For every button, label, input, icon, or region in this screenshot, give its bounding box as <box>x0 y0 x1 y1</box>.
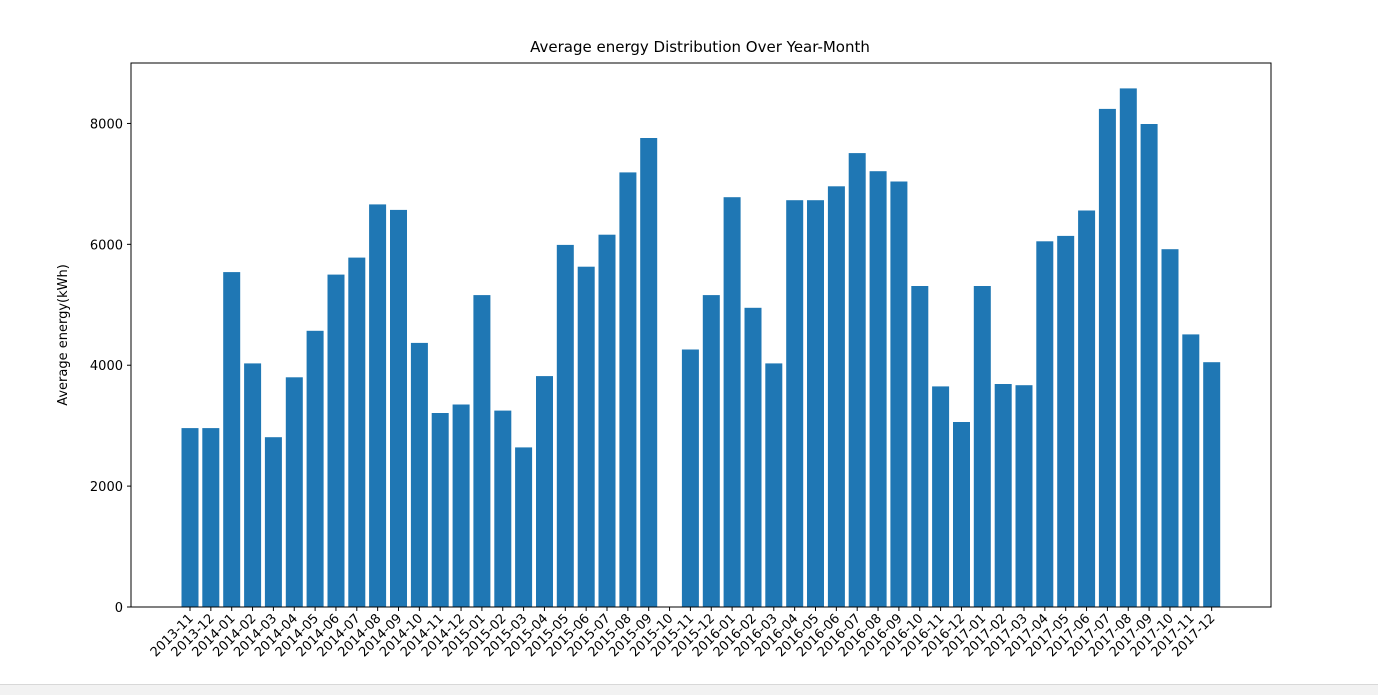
bar-2017-11 <box>1182 334 1200 607</box>
bar-2016-03 <box>765 363 783 607</box>
bar-2014-05 <box>306 330 324 607</box>
bar-2016-06 <box>827 186 845 608</box>
bar-2017-12 <box>1203 362 1221 607</box>
bar-2017-06 <box>1078 210 1096 607</box>
bar-2014-08 <box>369 204 387 607</box>
y-axis-label: Average energy(kWh) <box>56 264 71 406</box>
bar-2016-10 <box>911 286 929 607</box>
y-tick-label: 0 <box>115 601 123 616</box>
bar-2017-07 <box>1098 108 1116 608</box>
bar-2014-12 <box>452 404 470 607</box>
bar-2014-04 <box>285 377 303 607</box>
bar-2017-08 <box>1119 88 1137 607</box>
bar-2014-10 <box>410 342 428 607</box>
bar-2017-09 <box>1140 124 1158 607</box>
bar-2016-02 <box>744 307 762 607</box>
bar-2015-06 <box>577 266 595 607</box>
x-axis-ticks: 2013-112013-122014-012014-022014-032014-… <box>148 607 1218 660</box>
y-axis-ticks: 0 2000 4000 6000 8000 <box>90 117 131 616</box>
bar-2015-02 <box>494 410 512 607</box>
bar-2015-07 <box>598 234 616 607</box>
y-tick-label: 2000 <box>90 480 123 495</box>
bar-2017-01 <box>973 286 991 607</box>
bar-2013-12 <box>202 428 220 607</box>
bar-2014-09 <box>390 209 407 607</box>
bar-2015-12 <box>702 295 720 607</box>
bar-2016-05 <box>807 200 824 607</box>
bar-2015-05 <box>556 244 574 607</box>
bars-group <box>181 88 1221 608</box>
bar-2016-11 <box>932 386 950 607</box>
bar-2017-03 <box>1015 385 1033 607</box>
bar-2014-11 <box>431 413 449 607</box>
bar-2014-03 <box>264 437 282 607</box>
bar-2017-02 <box>994 384 1012 607</box>
bar-2015-09 <box>640 138 658 607</box>
bar-2015-01 <box>473 295 491 607</box>
window-bottom-edge <box>0 684 1378 695</box>
bar-2015-04 <box>536 376 553 607</box>
bar-2014-07 <box>348 257 366 607</box>
bar-2015-03 <box>515 447 533 607</box>
bar-2017-10 <box>1161 249 1179 607</box>
chart-title: Average energy Distribution Over Year-Mo… <box>530 38 870 56</box>
bar-2014-06 <box>327 274 345 607</box>
y-tick-label: 6000 <box>90 238 123 253</box>
bar-2017-05 <box>1057 235 1075 607</box>
bar-2016-12 <box>953 422 970 607</box>
bar-2014-02 <box>244 363 262 607</box>
bar-2017-04 <box>1036 241 1054 608</box>
bar-2016-04 <box>786 200 804 607</box>
bar-2013-11 <box>181 428 199 607</box>
y-tick-label: 4000 <box>90 359 123 374</box>
bar-2016-08 <box>869 171 887 607</box>
bar-2016-09 <box>890 181 908 607</box>
bar-2016-01 <box>723 197 741 607</box>
bar-2014-01 <box>223 272 241 607</box>
bar-2015-11 <box>681 349 699 607</box>
bar-2015-08 <box>619 172 637 607</box>
y-tick-label: 8000 <box>90 117 123 132</box>
plot-frame <box>130 62 1272 608</box>
bar-2016-07 <box>848 153 866 607</box>
